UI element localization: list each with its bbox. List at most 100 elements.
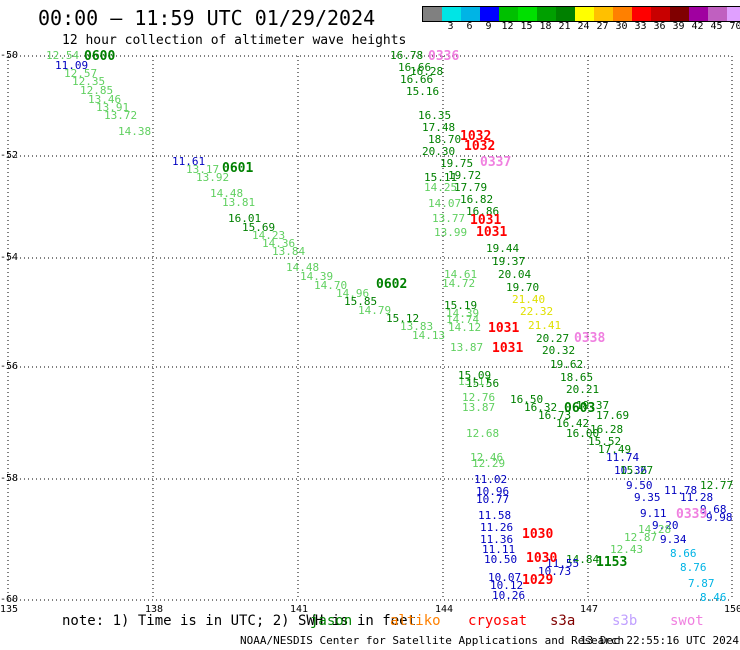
wave-height-value: 14.23 bbox=[252, 229, 286, 242]
y-axis-label: -58 bbox=[0, 473, 19, 484]
wave-height-value: 13.87 bbox=[450, 341, 484, 354]
wave-height-value: 21.40 bbox=[512, 293, 546, 306]
mission-s3a: s3a bbox=[550, 613, 576, 629]
wave-height-value: 16.82 bbox=[460, 193, 494, 206]
wave-height-value: 12.68 bbox=[466, 427, 500, 440]
wave-height-value: 19.37 bbox=[492, 255, 526, 268]
wave-height-value: 20.21 bbox=[566, 383, 600, 396]
wave-height-value: 9.50 bbox=[626, 479, 653, 492]
wave-height-value: 14.84 bbox=[566, 553, 600, 566]
colorbar-label: 3 bbox=[447, 21, 454, 32]
wave-height-value: 13.99 bbox=[434, 226, 468, 239]
wave-height-value: 17.69 bbox=[596, 409, 630, 422]
colorbar-label: 36 bbox=[653, 21, 666, 32]
wave-height-value: 10.26 bbox=[492, 589, 526, 602]
wave-height-value: 12.29 bbox=[472, 457, 506, 470]
wave-height-value: 15.16 bbox=[406, 85, 440, 98]
wave-height-value: 16.28 bbox=[590, 423, 624, 436]
wave-height-value: 13.81 bbox=[222, 196, 256, 209]
wave-height-value: 14.12 bbox=[448, 321, 482, 334]
wave-height-value: 14.39 bbox=[300, 270, 334, 283]
wave-height-value: 14.72 bbox=[442, 277, 476, 290]
wave-height-value: 12.76 bbox=[462, 391, 496, 404]
wave-height-value: 16.73 bbox=[538, 409, 572, 422]
pass-label: 1030 bbox=[522, 527, 554, 542]
colorbar-label: 33 bbox=[634, 21, 647, 32]
y-axis-label: -52 bbox=[0, 150, 19, 161]
wave-height-value: 20.27 bbox=[536, 332, 570, 345]
x-axis-label: 135 bbox=[0, 604, 19, 615]
wave-height-value: 16.28 bbox=[410, 65, 444, 78]
colorbar-swatch bbox=[594, 7, 613, 21]
wave-height-value: 12.57 bbox=[64, 67, 98, 80]
wave-height-value: 11.61 bbox=[172, 155, 206, 168]
colorbar-swatch bbox=[499, 7, 518, 21]
wave-height-value: 16.01 bbox=[228, 212, 262, 225]
wave-height-value: 14.13 bbox=[412, 329, 446, 342]
pass-label: 1031 bbox=[488, 321, 520, 336]
wave-height-value: 15.12 bbox=[386, 312, 420, 325]
wave-height-value: 12.77 bbox=[700, 479, 734, 492]
wave-height-value: 11.28 bbox=[680, 491, 714, 504]
wave-height-value: 11.36 bbox=[480, 533, 514, 546]
colorbar-swatch bbox=[461, 7, 480, 21]
wave-height-value: 14.39 bbox=[446, 307, 480, 320]
wave-height-value: 10.07 bbox=[488, 571, 522, 584]
colorbar-swatch bbox=[556, 7, 575, 21]
wave-height-value: 14.07 bbox=[428, 197, 462, 210]
wave-height-value: 16.78 bbox=[390, 49, 424, 62]
wave-height-value: 16.50 bbox=[510, 393, 544, 406]
wave-height-value: 20.32 bbox=[542, 344, 576, 357]
colorbar-swatch bbox=[651, 7, 670, 21]
wave-height-value: 14.74 bbox=[446, 313, 480, 326]
wave-height-value: 9.68 bbox=[700, 503, 727, 516]
wave-height-value: 19.44 bbox=[486, 242, 520, 255]
pass-label: 1032 bbox=[460, 129, 492, 144]
wave-height-value: 11.11 bbox=[482, 543, 516, 556]
wave-height-value: 17.48 bbox=[422, 121, 456, 134]
pass-label: 1032 bbox=[464, 139, 496, 154]
colorbar-swatch bbox=[423, 7, 442, 21]
wave-height-value: 15.52 bbox=[588, 435, 622, 448]
colorbar-label: 21 bbox=[558, 21, 571, 32]
pass-label: 1031 bbox=[492, 341, 524, 356]
wave-height-value: 10.77 bbox=[476, 493, 510, 506]
wave-height-value: 13.46 bbox=[88, 93, 122, 106]
wave-height-value: 16.66 bbox=[400, 73, 434, 86]
pass-label: 0337 bbox=[480, 155, 512, 170]
wave-height-value: 13.87 bbox=[462, 401, 496, 414]
colorbar-label: 9 bbox=[485, 21, 492, 32]
wave-height-value: 14.25 bbox=[424, 181, 458, 194]
x-axis-label: 144 bbox=[435, 604, 454, 615]
footer-date: 13 Dec 22:55:16 UTC 2024 bbox=[580, 634, 739, 647]
colorbar-label: 30 bbox=[615, 21, 628, 32]
wave-height-value: 18.70 bbox=[428, 133, 462, 146]
pass-label: 1030 bbox=[526, 551, 558, 566]
mission-s3b: s3b bbox=[612, 613, 638, 629]
wave-height-value: 16.86 bbox=[466, 205, 500, 218]
wave-height-value: 9.35 bbox=[634, 491, 661, 504]
wave-height-value: 21.41 bbox=[528, 319, 562, 332]
colorbar-swatch bbox=[518, 7, 537, 21]
wave-height-value: 14.48 bbox=[286, 261, 320, 274]
x-axis-label: 147 bbox=[580, 604, 599, 615]
wave-height-value: 15.27 bbox=[620, 464, 654, 477]
wave-height-value: 13.91 bbox=[96, 101, 130, 114]
wave-height-value: 12.87 bbox=[624, 531, 658, 544]
colorbar-label: 45 bbox=[710, 21, 723, 32]
wave-height-value: 13.92 bbox=[196, 171, 230, 184]
wave-height-value: 14.38 bbox=[118, 125, 152, 138]
wave-height-value: 14.70 bbox=[314, 279, 348, 292]
y-axis-label: -54 bbox=[0, 252, 19, 263]
page-subtitle: 12 hour collection of altimeter wave hei… bbox=[62, 33, 407, 48]
note-text: note: 1) Time is in UTC; 2) SWH is in fe… bbox=[62, 613, 417, 629]
colorbar-swatch bbox=[727, 7, 740, 21]
colorbar-swatch bbox=[442, 7, 461, 21]
wave-height-value: 20.04 bbox=[498, 268, 532, 281]
wave-height-value: 13.17 bbox=[186, 163, 220, 176]
wave-height-value: 15.11 bbox=[424, 171, 458, 184]
wave-height-value: 9.20 bbox=[652, 519, 679, 532]
pass-label: 0601 bbox=[222, 161, 254, 176]
